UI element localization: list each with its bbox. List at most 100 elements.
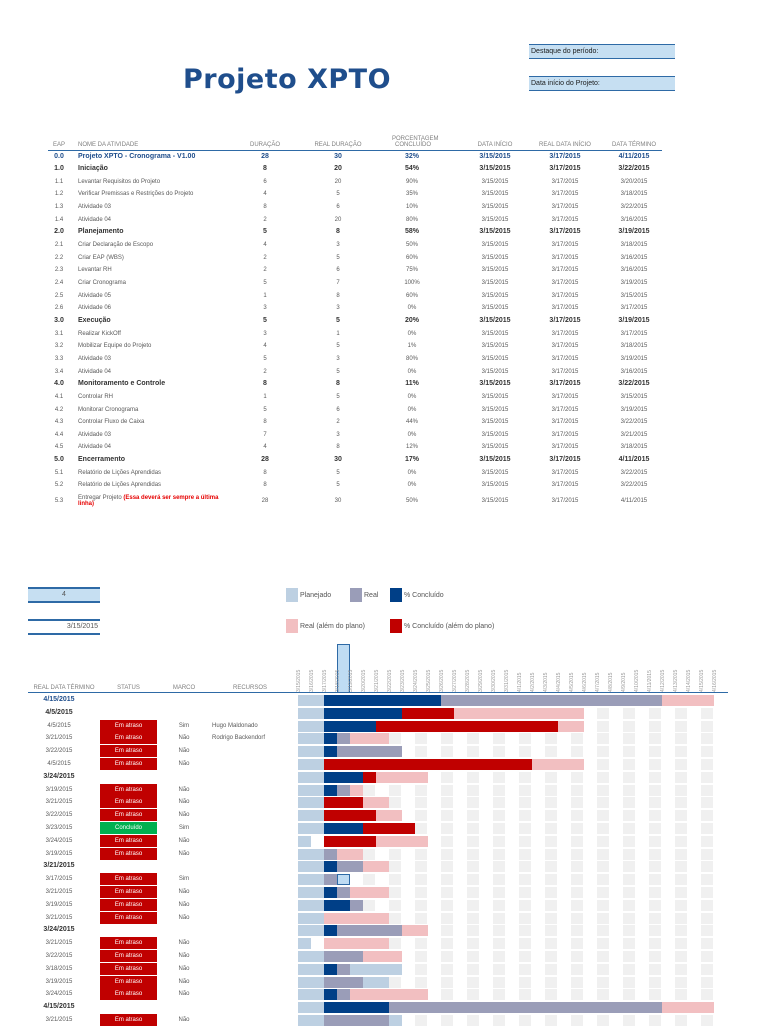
real-end-date-cell: 3/23/2015 [45,825,73,831]
percent-cell: 0% [407,305,417,312]
gantt-grid-cell [506,938,518,950]
real-start-date-cell: 3/17/2015 [551,355,579,362]
gantt-grid-cell [701,835,713,847]
gantt-bar-planned [298,912,324,924]
gantt-grid-cell [506,746,518,758]
gantt-grid-cell [636,823,648,834]
gantt-grid-cell [519,874,531,886]
eap-cell: 5.1 [54,469,64,476]
real-end-date-cell: 3/22/2015 [45,748,73,755]
gantt-grid-cell [584,733,596,745]
duration-cell: 3 [263,330,267,337]
col-header-name: NOME DA ATIVIDADE [78,142,139,148]
gantt-grid-cell [493,746,505,758]
gantt-grid-cell [662,912,674,924]
gantt-grid-cell [571,887,583,898]
gantt-bar-done-beyond [324,759,532,770]
status-badge: Em atraso [100,745,157,758]
gantt-grid-cell [428,874,440,886]
name-cell: Atividade 03 [78,204,112,211]
gantt-grid-cell [584,848,596,860]
gantt-grid-cell [558,1015,570,1026]
gantt-grid-cell [688,759,700,770]
date-text: 4/16/2015 [712,669,718,692]
activity-name: Entregar Projeto [78,495,122,502]
name-cell: Mobilizar Equipe do Projeto [78,343,152,350]
duration-cell: 2 [263,368,267,375]
gantt-grid-cell [480,797,492,809]
col-header-start: DATA INÍCIO [477,142,513,148]
gantt-grid-cell [454,1015,466,1026]
gantt-row: 4/5/2015 Em atraso Sim Hugo Maldonado [0,719,768,733]
gantt-grid-cell [467,784,479,796]
gantt-grid-cell [662,989,674,1001]
gantt-grid-cell [389,848,401,860]
milestone-cell: Sim [178,876,190,883]
gantt-grid-cell [506,1015,518,1026]
gantt-bar-beyond [558,720,584,732]
eap-cell: 3.3 [54,355,64,362]
gantt-grid-cell [506,887,518,898]
gantt-grid-cell [441,823,453,834]
gantt-grid-cell [662,707,674,719]
gantt-bar-real [337,861,363,873]
gantt-grid-cell [688,976,700,988]
project-start-input[interactable]: 3/15/2015 [28,619,100,635]
gantt-grid-cell [493,771,505,783]
col-header-percent: PORCENTAGEM CONCLUÍDO [392,136,439,148]
legend-swatch-icon [286,619,298,633]
eap-cell: 2.6 [54,305,64,312]
gantt-grid-cell [662,861,674,873]
date-text: 4/6/2015 [582,672,588,692]
gantt-bar-done-beyond [376,720,558,732]
gantt-grid-cell [519,899,531,911]
gantt-grid-cell [623,899,635,911]
legend-swatch-icon [390,588,402,602]
gantt-grid-cell [402,976,414,988]
real-start-date-cell: 3/17/2015 [551,406,579,413]
real-end-date-cell: 3/18/2015 [45,965,73,972]
highlight-period-input[interactable]: 4 [28,587,100,603]
gantt-grid-cell [402,797,414,809]
gantt-grid-cell [545,848,557,860]
gantt-row: 4/15/2015 [0,694,768,707]
gantt-grid-cell [597,887,609,898]
end-date-cell: 3/18/2015 [620,242,648,249]
gantt-grid-cell [675,771,687,783]
date-text: 4/14/2015 [686,669,692,692]
gantt-grid-cell [584,784,596,796]
gantt-bar-done [324,887,337,898]
gantt-grid-cell [571,938,583,950]
gantt-grid-cell [519,951,531,962]
legend-label: Planejado [300,591,332,599]
gantt-grid-cell [441,938,453,950]
end-date-cell: 3/18/2015 [620,191,648,198]
duration-cell: 4 [263,242,267,249]
gantt-grid-cell [584,861,596,873]
status-badge: Em atraso [100,975,157,988]
gantt-grid-cell [519,1015,531,1026]
status-badge: Em atraso [100,898,157,911]
gantt-grid-cell [714,925,726,937]
real-end-date-cell: 3/19/2015 [45,901,73,908]
gantt-grid-cell [714,989,726,1001]
legend-real-beyond: Real (além do plano) [286,619,365,633]
gantt-grid-cell [636,951,648,962]
gantt-grid-cell [597,746,609,758]
gantt-grid-cell [519,912,531,924]
duration-cell: 2 [263,216,267,223]
gantt-grid-cell [493,912,505,924]
gantt-grid-cell [532,925,544,937]
gantt-grid-cell [545,784,557,796]
gantt-grid-cell [714,848,726,860]
eap-cell: 3.0 [54,316,64,324]
gantt-grid-cell [532,963,544,975]
date-text: 3/27/2015 [452,669,458,692]
percent-cell: 1% [407,343,417,350]
gantt-grid-cell [636,733,648,745]
gantt-grid-cell [623,963,635,975]
start-date-cell: 3/15/2015 [481,330,509,337]
gantt-row: 3/21/2015 [0,860,768,873]
gantt-bar-beyond [350,784,363,796]
gantt-grid-cell [545,823,557,834]
